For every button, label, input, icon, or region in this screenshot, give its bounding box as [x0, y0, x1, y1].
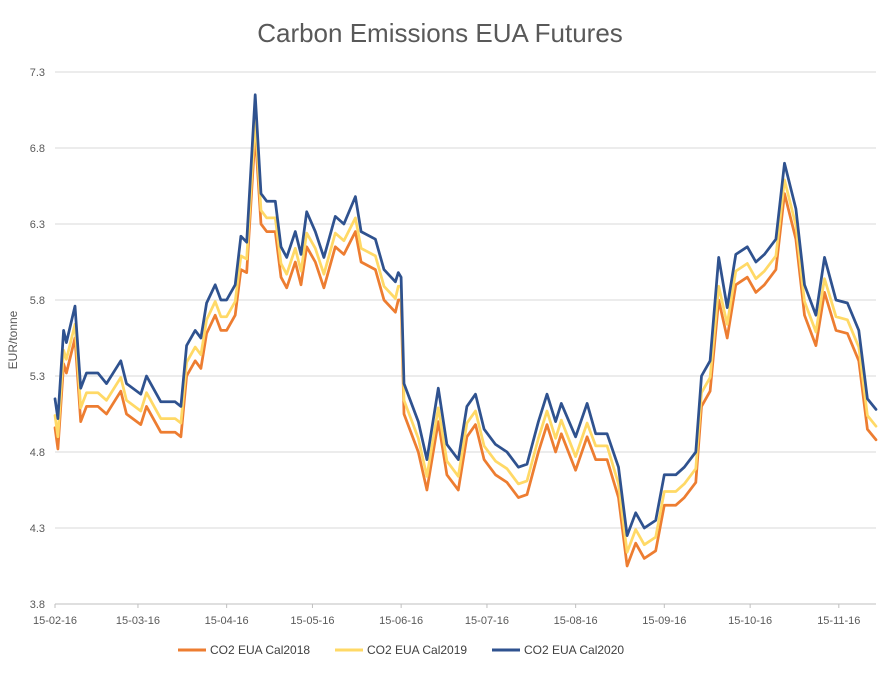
x-tick-label: 15-11-16 — [817, 615, 860, 627]
legend-label: CO2 EUA Cal2020 — [524, 643, 624, 657]
series-line-2 — [53, 117, 878, 554]
x-axis-ticks: 15-02-16 15-03-16 15-04-16 15-05-16 15-06-16… — [33, 604, 860, 627]
y-tick-label: 7.3 — [30, 67, 45, 79]
y-tick-label: 6.8 — [30, 143, 45, 155]
x-tick-label: 15-08-16 — [554, 615, 598, 627]
chart-title: Carbon Emissions EUA Futures — [257, 18, 623, 48]
y-axis-ticks: 3.8 4.3 4.8 5.3 5.8 6.3 6.8 7.3 — [30, 67, 45, 611]
y-tick-label: 4.8 — [30, 447, 45, 459]
x-tick-label: 15-03-16 — [116, 615, 160, 627]
x-tick-label: 15-09-16 — [642, 615, 686, 627]
series-lines — [53, 93, 878, 568]
y-axis-title: EUR/tonne — [6, 310, 20, 369]
y-tick-label: 5.8 — [30, 295, 45, 307]
legend-label: CO2 EUA Cal2018 — [210, 643, 310, 657]
x-tick-label: 15-06-16 — [379, 615, 423, 627]
legend: CO2 EUA Cal2018 CO2 EUA Cal2019 CO2 EUA Ca… — [178, 643, 624, 657]
x-tick-label: 15-04-16 — [205, 615, 249, 627]
series-line-3 — [53, 93, 878, 537]
y-tick-label: 4.3 — [30, 523, 45, 535]
gridlines — [55, 71, 876, 605]
x-tick-label: 15-02-16 — [33, 615, 77, 627]
y-tick-label: 6.3 — [30, 219, 45, 231]
x-tick-label: 15-07-16 — [465, 615, 509, 627]
y-tick-label: 5.3 — [30, 371, 45, 383]
x-tick-label: 15-05-16 — [290, 615, 334, 627]
legend-label: CO2 EUA Cal2019 — [367, 643, 467, 657]
y-tick-label: 3.8 — [30, 599, 45, 611]
x-tick-label: 15-10-16 — [728, 615, 772, 627]
series-line-1 — [53, 131, 878, 568]
